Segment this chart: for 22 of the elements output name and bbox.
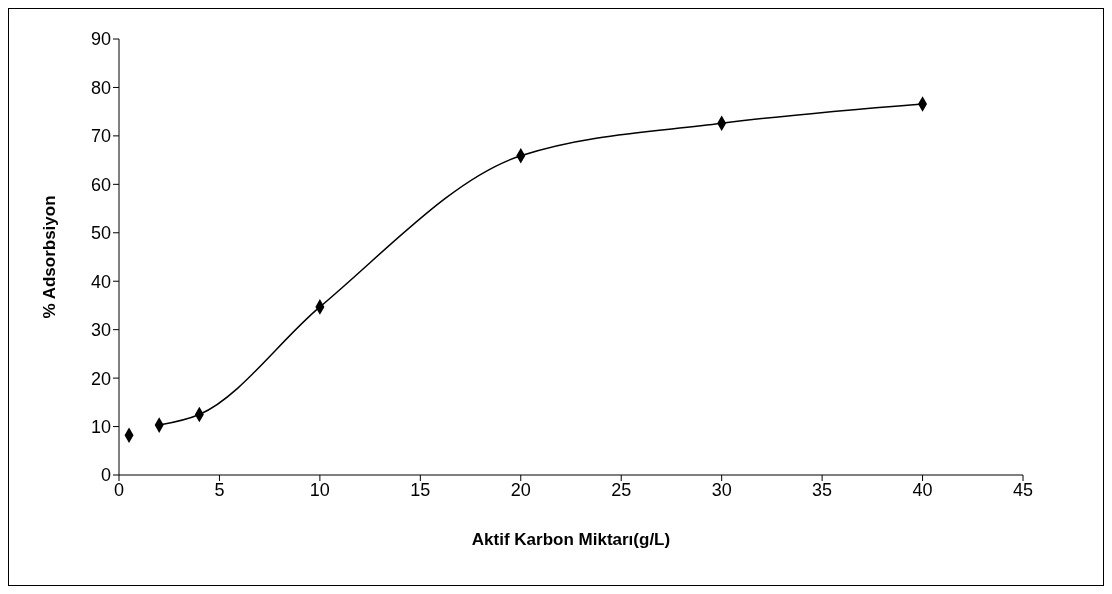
x-tick-label: 35: [812, 479, 833, 500]
y-tick-label: 30: [90, 320, 111, 341]
x-tick-label: 45: [1012, 479, 1034, 500]
y-tick-label: 60: [90, 174, 111, 195]
y-axis-title: % Adsorbsiyon: [40, 195, 60, 319]
y-tick-label: 80: [90, 77, 111, 98]
x-tick-label: 10: [309, 479, 330, 500]
x-axis-title: Aktif Karbon Miktarı(g/L): [471, 530, 671, 549]
y-tick-label: 0: [100, 465, 111, 486]
y-tick-label: 20: [90, 368, 111, 389]
y-tick-label: 90: [90, 29, 111, 50]
y-tick-label: 70: [90, 126, 111, 147]
y-tick-label: 40: [90, 271, 111, 292]
x-tick-label: 20: [510, 479, 531, 500]
x-tick-label: 25: [611, 479, 632, 500]
x-tick-label: 40: [912, 479, 933, 500]
x-tick-label: 30: [711, 479, 732, 500]
x-tick-label: 0: [113, 479, 125, 500]
y-tick-label: 10: [90, 416, 111, 437]
x-tick-label: 15: [410, 479, 431, 500]
y-tick-label: 50: [90, 223, 111, 244]
x-tick-label: 5: [214, 479, 225, 500]
